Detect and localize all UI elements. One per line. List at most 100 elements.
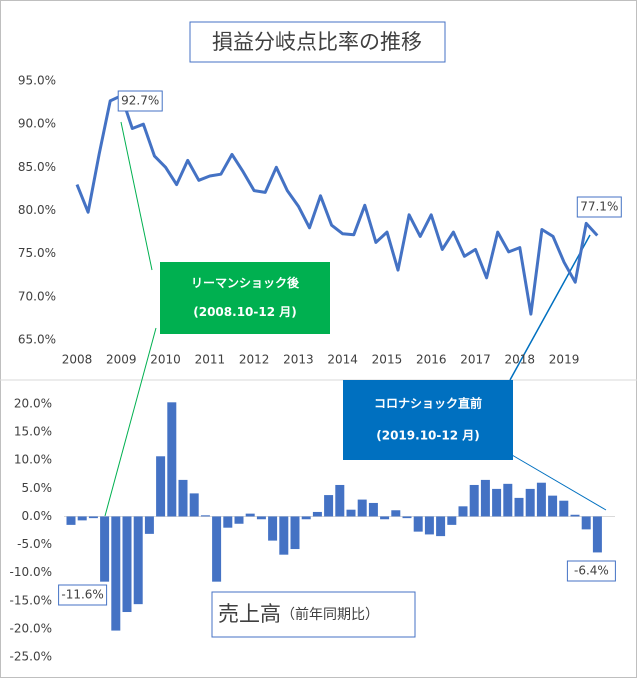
y-tick-label: 10.0%	[14, 453, 52, 467]
y-tick-label: 70.0%	[18, 289, 56, 303]
bar	[335, 484, 345, 517]
x-tick-label: 2015	[372, 353, 403, 367]
bar	[447, 516, 457, 525]
bar	[570, 514, 580, 517]
connector	[104, 327, 157, 517]
bar	[122, 516, 132, 613]
connector	[120, 121, 153, 271]
y-tick-label: 65.0%	[18, 333, 56, 347]
y-tick-label: 5.0%	[22, 481, 53, 495]
annotation-text: コロナショック直前	[374, 396, 482, 411]
bar	[133, 516, 143, 605]
bar	[536, 482, 546, 517]
data-label: -11.6%	[61, 588, 103, 602]
bar	[268, 516, 278, 541]
y-tick-label: -5.0%	[17, 537, 52, 551]
y-tick-label: -25.0%	[10, 650, 52, 664]
annotation-subtext: (2008.10-12 月)	[193, 305, 296, 319]
bar	[77, 516, 87, 521]
subtitle: （前年同期比）	[281, 606, 379, 623]
bar	[66, 516, 76, 525]
bar	[301, 516, 311, 520]
label-box	[566, 560, 616, 582]
bar	[503, 483, 513, 517]
bar	[290, 516, 300, 550]
title-box	[189, 21, 446, 63]
title: 売上高	[218, 602, 281, 626]
bar	[144, 516, 154, 534]
bar	[391, 510, 401, 517]
y-tick-label: 75.0%	[18, 246, 56, 260]
x-tick-label: 2008	[62, 353, 93, 367]
bar	[436, 516, 446, 537]
bar	[200, 515, 210, 517]
label-box	[117, 90, 163, 112]
chart-title: 損益分岐点比率の推移	[212, 30, 422, 54]
bar	[312, 511, 322, 517]
x-tick-label: 2010	[150, 353, 181, 367]
data-label: 92.7%	[121, 94, 159, 108]
bar	[156, 456, 166, 517]
x-tick-label: 2018	[505, 353, 536, 367]
y-tick-label: 95.0%	[18, 74, 56, 88]
y-tick-label: -15.0%	[10, 593, 52, 607]
bar	[469, 484, 479, 517]
bar	[458, 506, 468, 517]
bar	[368, 502, 378, 517]
data-label: 77.1%	[580, 200, 618, 214]
label-box	[58, 584, 108, 606]
bar	[346, 509, 356, 517]
bar	[256, 516, 266, 520]
annotation-box	[343, 380, 513, 460]
y-tick-label: -20.0%	[10, 621, 52, 635]
bar	[223, 516, 233, 528]
title-box	[211, 591, 416, 638]
y-tick-label: 90.0%	[18, 117, 56, 131]
label-box	[576, 196, 622, 218]
data-label: -6.4%	[574, 564, 609, 578]
bar	[514, 497, 524, 517]
x-tick-label: 2011	[195, 353, 226, 367]
bar	[402, 516, 412, 519]
bar	[100, 516, 110, 582]
bar	[424, 516, 434, 535]
bar	[167, 402, 177, 517]
y-tick-label: 20.0%	[14, 397, 52, 411]
connector	[511, 454, 607, 511]
y-tick-label: -10.0%	[10, 565, 52, 579]
bar	[234, 516, 244, 524]
bar	[212, 516, 222, 582]
y-tick-label: 15.0%	[14, 425, 52, 439]
bar	[279, 516, 289, 555]
bar	[413, 516, 423, 532]
bar	[178, 479, 188, 517]
x-tick-label: 2013	[283, 353, 314, 367]
bar	[525, 488, 535, 517]
annotation-subtext: (2019.10-12 月)	[376, 429, 479, 443]
x-tick-label: 2016	[416, 353, 447, 367]
y-tick-label: 80.0%	[18, 203, 56, 217]
bar	[88, 516, 98, 519]
bar	[380, 516, 390, 520]
bar	[581, 516, 591, 530]
x-tick-label: 2014	[327, 353, 358, 367]
annotation-box	[160, 262, 330, 334]
x-tick-label: 2012	[239, 353, 270, 367]
bar	[189, 493, 199, 517]
bar	[111, 516, 121, 631]
y-tick-label: 85.0%	[18, 160, 56, 174]
y-tick-label: 0.0%	[22, 509, 53, 523]
bar	[592, 516, 602, 553]
bar	[245, 513, 255, 517]
bar	[357, 499, 367, 517]
bar	[492, 488, 502, 517]
x-tick-label: 2019	[549, 353, 580, 367]
bar	[559, 500, 569, 517]
bar	[480, 479, 490, 517]
x-tick-label: 2009	[106, 353, 137, 367]
line	[75, 94, 599, 316]
bar	[548, 495, 558, 517]
